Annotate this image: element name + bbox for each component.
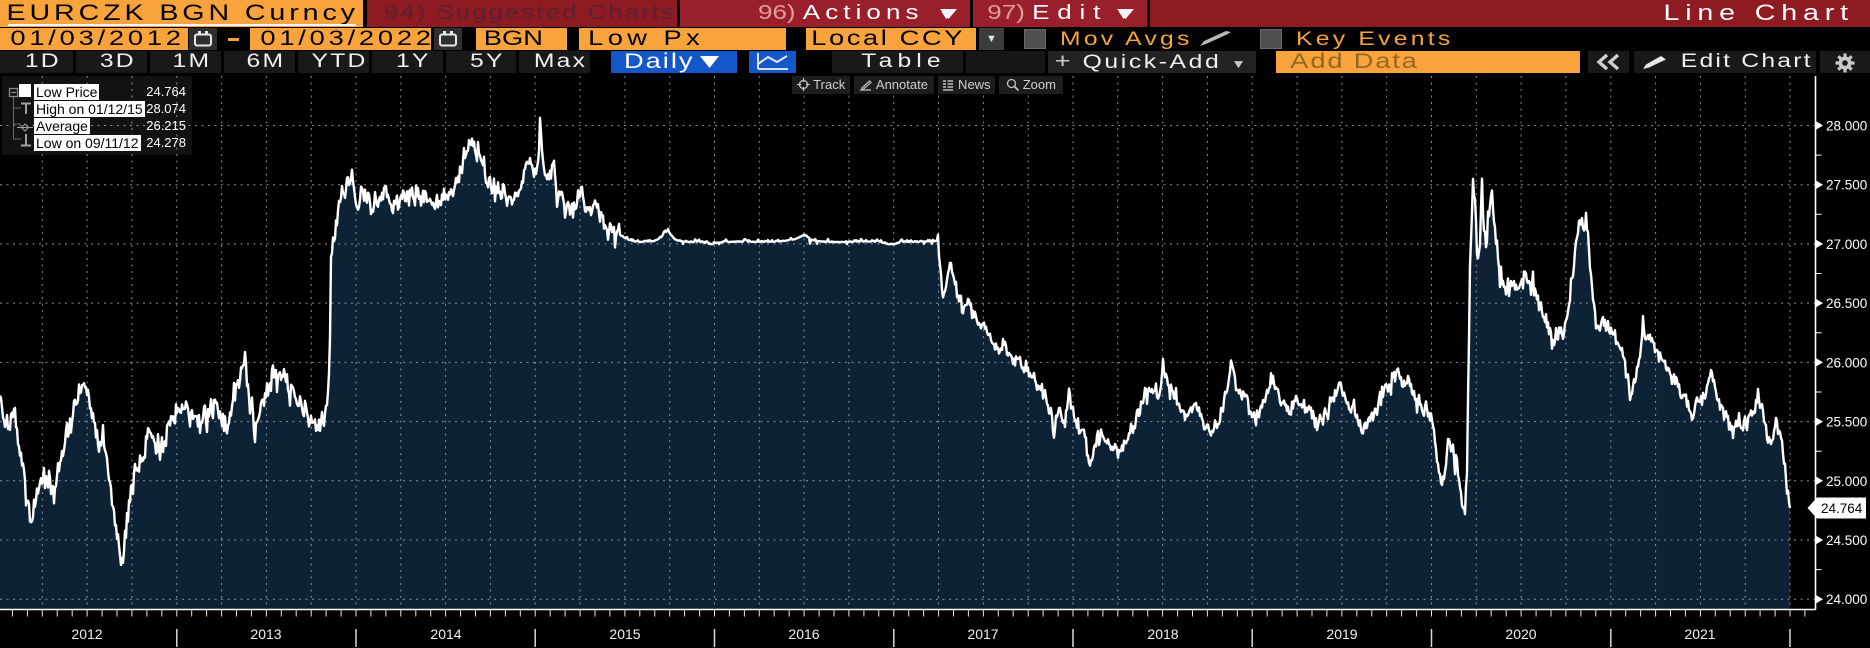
svg-text:2019: 2019 [1326,626,1357,642]
svg-text:2014: 2014 [430,626,461,642]
svg-text:25.000: 25.000 [1826,474,1867,489]
svg-text:27.000: 27.000 [1826,237,1867,252]
svg-text:26.000: 26.000 [1826,355,1867,370]
svg-text:28.000: 28.000 [1826,119,1867,134]
svg-text:24.764: 24.764 [1821,501,1863,516]
svg-text:2017: 2017 [967,626,998,642]
svg-text:2021: 2021 [1684,626,1715,642]
svg-text:2012: 2012 [71,626,102,642]
svg-text:26.500: 26.500 [1826,296,1867,311]
svg-text:2013: 2013 [250,626,281,642]
svg-text:2016: 2016 [788,626,819,642]
svg-text:24.500: 24.500 [1826,533,1867,548]
svg-text:2015: 2015 [609,626,640,642]
svg-text:24.000: 24.000 [1826,592,1867,607]
svg-text:2018: 2018 [1147,626,1178,642]
svg-text:25.500: 25.500 [1826,415,1867,430]
svg-text:2020: 2020 [1505,626,1536,642]
svg-text:27.500: 27.500 [1826,178,1867,193]
